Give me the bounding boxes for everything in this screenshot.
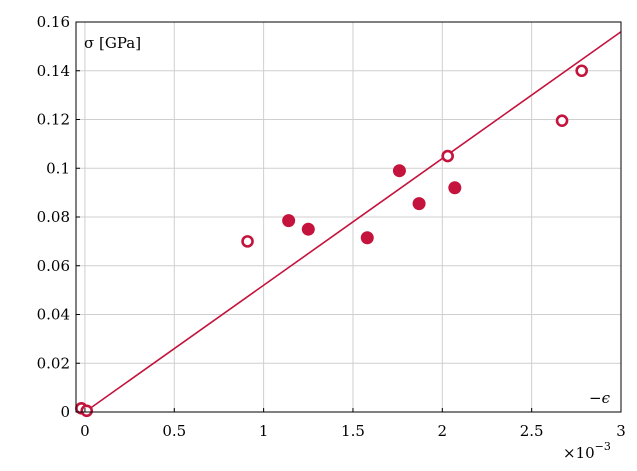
x-multiplier-exponent: −3 xyxy=(595,440,611,453)
x-tick-label: 3 xyxy=(616,422,626,440)
x-tick-label: 0 xyxy=(80,422,90,440)
y-tick-label: 0.02 xyxy=(37,354,70,372)
filled-data-point xyxy=(282,214,296,228)
y-tick-label: 0.08 xyxy=(37,208,70,226)
y-axis-label: σ [GPa] xyxy=(84,34,141,52)
open-data-point xyxy=(575,64,588,78)
filled-data-point xyxy=(360,231,374,245)
x-multiplier-base: ×10 xyxy=(563,444,595,462)
open-data-point xyxy=(80,404,94,418)
filled-data-point xyxy=(301,222,315,236)
y-tick-label: 0.04 xyxy=(37,306,70,324)
open-data-point xyxy=(441,149,454,163)
x-tick-label: 2.5 xyxy=(520,422,544,440)
filled-data-point xyxy=(448,181,462,195)
y-tick-label: 0.12 xyxy=(37,111,70,129)
filled-data-point xyxy=(392,164,406,178)
x-axis-multiplier: ×10−3 xyxy=(563,440,611,462)
series-layer xyxy=(75,31,622,418)
x-tick-label: 0.5 xyxy=(162,422,186,440)
x-tick-label: 1.5 xyxy=(341,422,365,440)
x-tick-label: 1 xyxy=(259,422,269,440)
x-axis-label: −ϵ xyxy=(589,389,611,407)
tick-labels: 0 0.5 1 1.5 2 2.5 3 0 0.02 0.04 0.06 0.08 0.1 0.12 0.1… xyxy=(37,13,626,440)
x-tick-label: 2 xyxy=(438,422,448,440)
y-tick-label: 0 xyxy=(60,403,70,421)
grid xyxy=(76,21,622,413)
y-tick-label: 0.14 xyxy=(37,62,70,80)
y-tick-label: 0.06 xyxy=(37,257,70,275)
fit-line xyxy=(84,31,622,413)
open-data-point xyxy=(241,235,254,248)
open-data-point xyxy=(555,114,569,128)
y-tick-label: 0.16 xyxy=(37,13,70,31)
filled-data-point xyxy=(412,197,426,211)
y-tick-label: 0.1 xyxy=(46,159,70,177)
